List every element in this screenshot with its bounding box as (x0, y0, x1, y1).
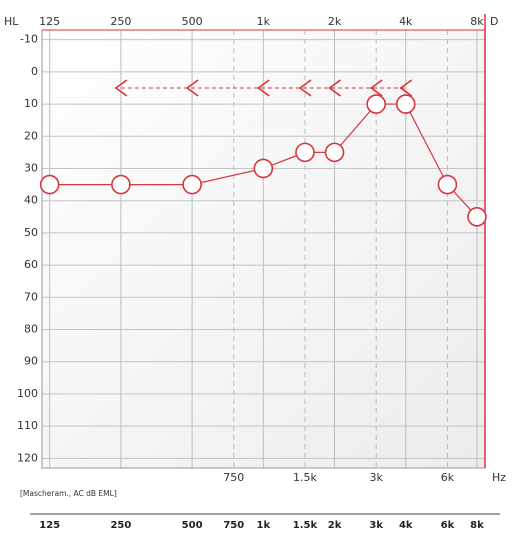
y-tick-label: 80 (24, 323, 38, 336)
minor-tick-label: 1.5k (293, 471, 317, 484)
side-label: D (490, 15, 498, 28)
series-line (49, 103, 478, 218)
masked-marker (185, 79, 199, 97)
bottom-tick-label: 8k (470, 520, 484, 531)
y-tick-label: 0 (31, 65, 38, 78)
x-tick-label: 8k (470, 15, 484, 28)
bottom-tick-label: 6k (441, 520, 455, 531)
y-tick-label: 20 (24, 129, 38, 142)
legend-note: [Mascheram., AC dB EML] (20, 489, 117, 498)
y-tick-label: 40 (24, 194, 38, 207)
y-axis-label: HL (4, 15, 19, 28)
x-tick-label: 125 (39, 15, 60, 28)
y-tick-label: 70 (24, 290, 38, 303)
bottom-tick-label: 2k (328, 520, 342, 531)
ac-marker (437, 174, 458, 195)
x-tick-label: 2k (328, 15, 342, 28)
x-tick-label: 4k (399, 15, 413, 28)
bottom-tick-label: 3k (369, 520, 383, 531)
minor-tick-label: 6k (441, 471, 455, 484)
x-tick-label: 250 (110, 15, 131, 28)
bottom-tick-label: 125 (39, 520, 60, 531)
x-unit-label: Hz (492, 471, 506, 484)
ac-marker (467, 206, 487, 227)
y-tick-label: 60 (24, 258, 38, 271)
bottom-tick-label: 750 (223, 520, 244, 531)
bottom-tick-label: 1.5k (293, 520, 318, 531)
y-tick-label: 10 (24, 97, 38, 110)
y-tick-label: 110 (17, 419, 38, 432)
bottom-tick-label: 500 (182, 520, 203, 531)
x-tick-label: 500 (182, 15, 203, 28)
x-tick-label: 1k (257, 15, 271, 28)
ac-marker (39, 174, 60, 195)
minor-tick-label: 750 (223, 471, 244, 484)
ac-marker (111, 174, 131, 195)
y-tick-label: 50 (24, 226, 38, 239)
y-tick-label: 90 (24, 355, 38, 368)
masked-marker (298, 79, 312, 97)
bottom-tick-label: 4k (399, 520, 413, 531)
y-tick-label: -10 (20, 33, 38, 46)
minor-tick-label: 3k (370, 471, 384, 484)
ac-marker (324, 142, 345, 163)
masked-marker (114, 79, 128, 97)
masked-marker (328, 79, 342, 97)
ac-marker (182, 174, 202, 195)
masked-marker (399, 79, 413, 97)
masked-marker (256, 79, 270, 97)
y-tick-label: 30 (24, 161, 38, 174)
ac-marker (253, 158, 274, 179)
ac-marker (366, 94, 387, 114)
ac-marker (295, 142, 315, 163)
bottom-tick-label: 1k (257, 520, 271, 531)
masked-marker (369, 79, 383, 97)
y-tick-label: 120 (17, 451, 38, 464)
ac-marker (395, 94, 416, 114)
y-tick-label: 100 (17, 387, 38, 400)
bottom-tick-label: 250 (110, 520, 131, 531)
